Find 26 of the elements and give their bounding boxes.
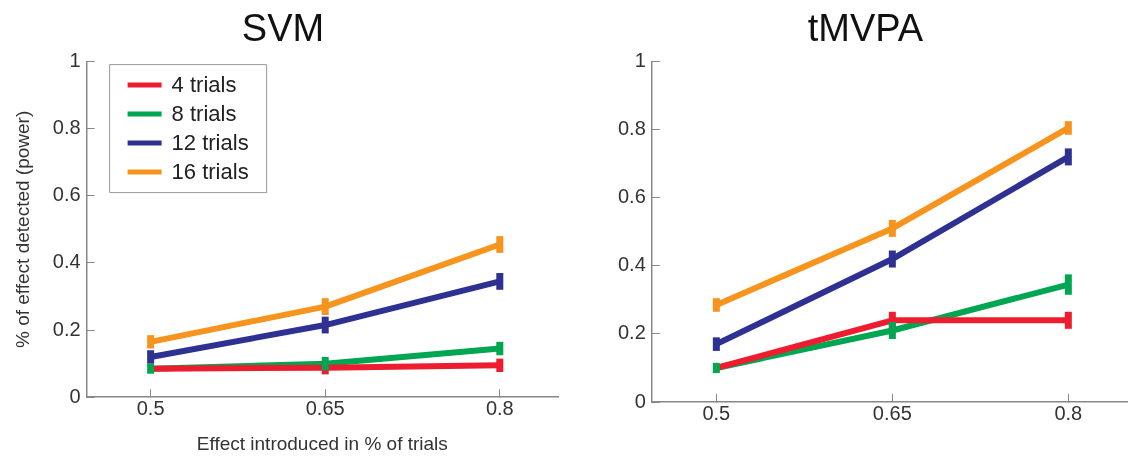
y-tick-label: 0 [634,389,646,412]
y-tick-label: 0.6 [52,183,81,206]
y-tick-label: 0.6 [617,185,646,208]
y-tick-label: 0.8 [617,117,646,140]
y-tick-label: 1 [634,49,646,72]
y-tick-label: 0.4 [617,253,646,276]
chart-title: SVM [241,7,325,50]
chart-title: tMVPA [807,7,924,50]
x-tick-label: 0.65 [305,396,345,419]
legend-label: 16 trials [171,159,249,185]
x-tick-label: 0.5 [702,401,731,424]
y-tick-label: 0.2 [52,317,81,340]
x-tick-label: 0.8 [1054,401,1083,424]
legend-label: 4 trials [171,72,237,98]
y-tick-label: 1 [69,49,81,72]
legend-label: 8 trials [171,101,237,127]
x-tick-label: 0.5 [136,396,165,419]
y-tick-label: 0 [69,384,81,407]
y-tick-label: 0.4 [52,250,81,273]
x-tick-label: 0.65 [872,401,912,424]
x-tick-label: 0.8 [485,396,514,419]
y-tick-label: 0.8 [52,116,81,139]
legend-label: 12 trials [171,130,249,156]
y-axis-title: % of effect detected (power) [11,110,33,349]
y-tick-label: 0.2 [617,321,646,344]
x-axis-title: Effect introduced in % of trials [196,432,448,454]
